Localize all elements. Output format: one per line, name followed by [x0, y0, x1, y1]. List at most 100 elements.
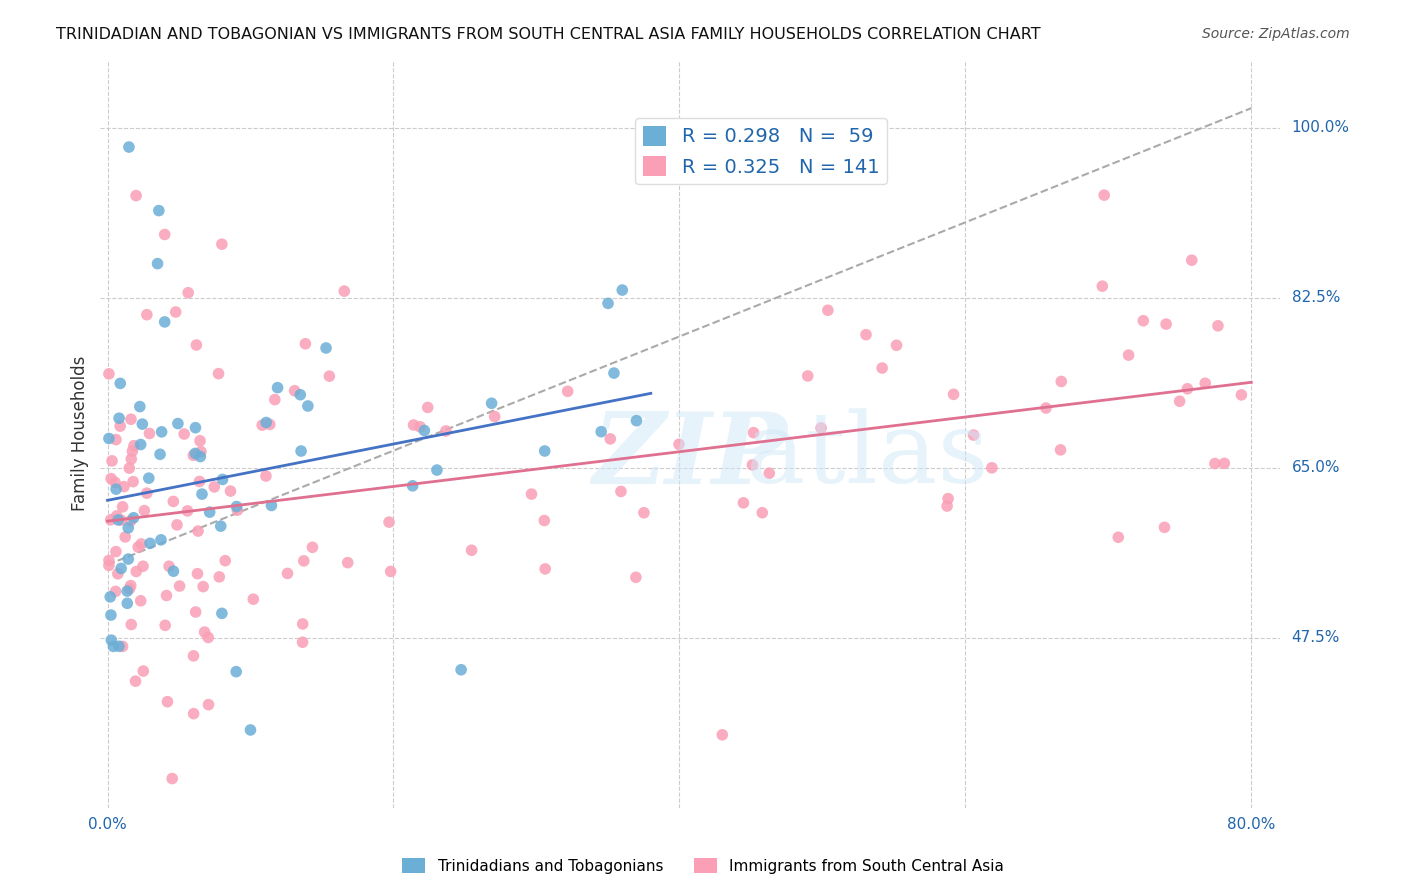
- Text: Source: ZipAtlas.com: Source: ZipAtlas.com: [1202, 27, 1350, 41]
- pink: [1050, 375, 1073, 389]
- pink: [855, 327, 877, 342]
- pink: [110, 513, 132, 527]
- pink: [104, 475, 127, 490]
- pink: [711, 728, 734, 742]
- pink: [173, 427, 195, 442]
- blue: [117, 521, 139, 535]
- pink: [333, 284, 356, 298]
- blue: [596, 296, 619, 310]
- pink: [202, 480, 225, 494]
- blue: [115, 584, 138, 599]
- pink: [120, 578, 142, 592]
- blue: [150, 533, 173, 547]
- blue: [413, 424, 436, 438]
- blue: [98, 590, 121, 604]
- pink: [132, 664, 155, 678]
- blue: [110, 376, 132, 391]
- pink: [291, 616, 314, 631]
- pink: [936, 499, 959, 513]
- blue: [297, 399, 319, 413]
- pink: [184, 605, 207, 619]
- pink: [624, 570, 647, 584]
- pink: [114, 530, 136, 544]
- pink: [254, 469, 277, 483]
- pink: [1154, 317, 1177, 331]
- pink: [1213, 456, 1236, 470]
- pink: [936, 491, 959, 506]
- blue: [612, 283, 634, 297]
- blue: [149, 447, 172, 461]
- blue: [225, 665, 247, 679]
- pink: [120, 617, 142, 632]
- pink: [129, 594, 152, 608]
- pink: [378, 515, 401, 529]
- Text: atlas: atlas: [745, 409, 988, 504]
- pink: [1092, 188, 1115, 202]
- pink: [1107, 530, 1129, 544]
- blue: [184, 420, 207, 434]
- pink: [97, 558, 120, 573]
- pink: [380, 565, 402, 579]
- pink: [534, 562, 557, 576]
- pink: [157, 559, 180, 574]
- blue: [107, 513, 129, 527]
- pink: [125, 565, 148, 579]
- pink: [129, 537, 152, 551]
- pink: [186, 338, 208, 352]
- blue: [117, 596, 139, 610]
- blue: [103, 640, 125, 654]
- pink: [292, 554, 315, 568]
- pink: [733, 496, 755, 510]
- blue: [97, 432, 120, 446]
- blue: [129, 437, 152, 451]
- pink: [434, 424, 457, 438]
- blue: [450, 663, 472, 677]
- blue: [117, 552, 139, 566]
- pink: [156, 695, 179, 709]
- pink: [186, 566, 208, 581]
- pink: [211, 237, 233, 252]
- pink: [183, 706, 205, 721]
- blue: [315, 341, 337, 355]
- pink: [190, 444, 212, 458]
- Text: 65.0%: 65.0%: [1292, 460, 1340, 475]
- pink: [134, 503, 156, 517]
- pink: [870, 361, 893, 376]
- pink: [416, 401, 439, 415]
- blue: [239, 723, 262, 737]
- pink: [1153, 520, 1175, 534]
- pink: [484, 409, 506, 424]
- pink: [263, 392, 285, 407]
- pink: [121, 444, 143, 458]
- pink: [197, 698, 219, 712]
- blue: [105, 482, 128, 496]
- blue: [131, 417, 153, 431]
- pink: [1177, 382, 1199, 396]
- pink: [197, 631, 219, 645]
- blue: [122, 510, 145, 524]
- pink: [165, 305, 187, 319]
- pink: [107, 566, 129, 581]
- pink: [1132, 314, 1154, 328]
- blue: [225, 500, 247, 514]
- blue: [211, 472, 233, 486]
- pink: [214, 554, 236, 568]
- pink: [177, 285, 200, 300]
- pink: [460, 543, 482, 558]
- pink: [1194, 376, 1216, 391]
- pink: [207, 367, 229, 381]
- pink: [97, 553, 120, 567]
- pink: [105, 508, 128, 523]
- blue: [110, 561, 132, 575]
- pink: [242, 592, 264, 607]
- Text: TRINIDADIAN AND TOBAGONIAN VS IMMIGRANTS FROM SOUTH CENTRAL ASIA FAMILY HOUSEHOL: TRINIDADIAN AND TOBAGONIAN VS IMMIGRANTS…: [56, 27, 1040, 42]
- pink: [183, 648, 205, 663]
- blue: [290, 444, 312, 458]
- blue: [128, 400, 150, 414]
- pink: [1035, 401, 1057, 415]
- pink: [810, 421, 832, 435]
- pink: [291, 635, 314, 649]
- Legend: Trinidadians and Tobagonians, Immigrants from South Central Asia: Trinidadians and Tobagonians, Immigrants…: [396, 852, 1010, 880]
- pink: [108, 419, 131, 434]
- blue: [260, 499, 283, 513]
